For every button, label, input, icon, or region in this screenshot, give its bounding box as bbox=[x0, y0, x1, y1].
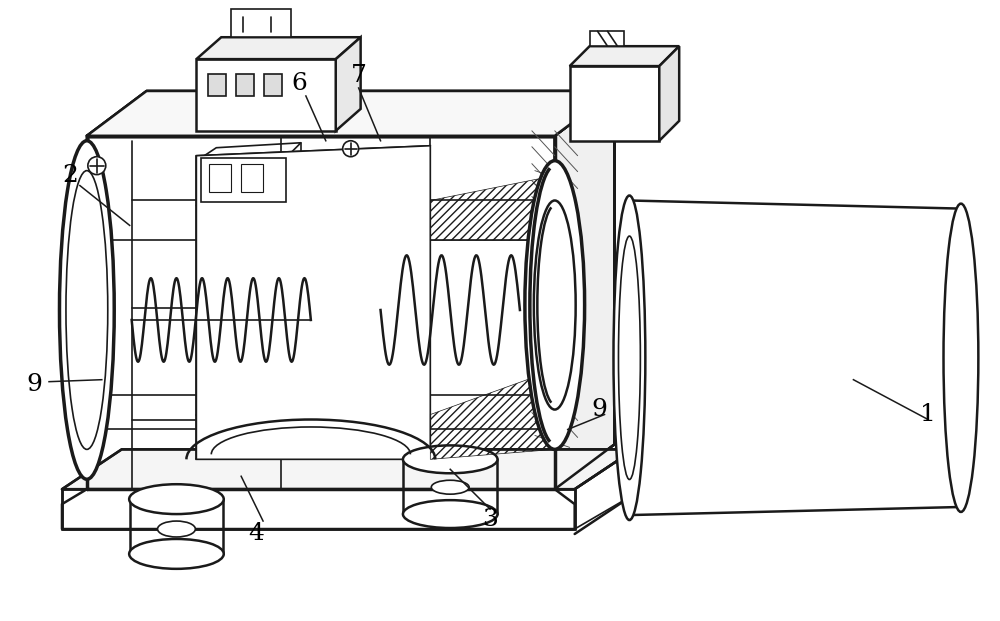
Text: 2: 2 bbox=[62, 164, 78, 187]
Bar bbox=[236, 74, 254, 96]
Polygon shape bbox=[196, 37, 361, 59]
Ellipse shape bbox=[525, 161, 585, 450]
Ellipse shape bbox=[129, 539, 224, 569]
Bar bbox=[208, 74, 226, 96]
Bar bbox=[241, 164, 263, 191]
Text: 4: 4 bbox=[248, 522, 264, 545]
Polygon shape bbox=[570, 46, 679, 66]
Polygon shape bbox=[62, 450, 634, 489]
Text: 6: 6 bbox=[291, 71, 307, 94]
Text: 9: 9 bbox=[592, 398, 607, 421]
Polygon shape bbox=[659, 46, 679, 141]
Ellipse shape bbox=[343, 141, 359, 156]
Bar bbox=[209, 164, 231, 191]
Ellipse shape bbox=[431, 480, 469, 494]
Polygon shape bbox=[87, 91, 614, 136]
Polygon shape bbox=[231, 9, 291, 37]
Text: 3: 3 bbox=[482, 507, 498, 530]
Ellipse shape bbox=[403, 445, 498, 473]
Ellipse shape bbox=[613, 196, 645, 520]
Polygon shape bbox=[590, 31, 624, 46]
Polygon shape bbox=[555, 91, 614, 489]
Ellipse shape bbox=[158, 521, 195, 537]
Polygon shape bbox=[570, 66, 659, 141]
Ellipse shape bbox=[88, 156, 106, 175]
Text: 7: 7 bbox=[351, 63, 367, 86]
Polygon shape bbox=[196, 59, 336, 131]
Polygon shape bbox=[336, 37, 361, 131]
Polygon shape bbox=[87, 96, 560, 489]
Bar bbox=[201, 158, 286, 202]
Ellipse shape bbox=[944, 204, 978, 512]
Bar bbox=[264, 74, 282, 96]
Ellipse shape bbox=[129, 484, 224, 514]
Ellipse shape bbox=[59, 141, 114, 479]
Polygon shape bbox=[62, 489, 575, 529]
Text: 9: 9 bbox=[26, 373, 42, 396]
Text: 1: 1 bbox=[920, 403, 936, 426]
Ellipse shape bbox=[403, 500, 498, 528]
Polygon shape bbox=[87, 136, 555, 489]
Polygon shape bbox=[196, 146, 430, 460]
